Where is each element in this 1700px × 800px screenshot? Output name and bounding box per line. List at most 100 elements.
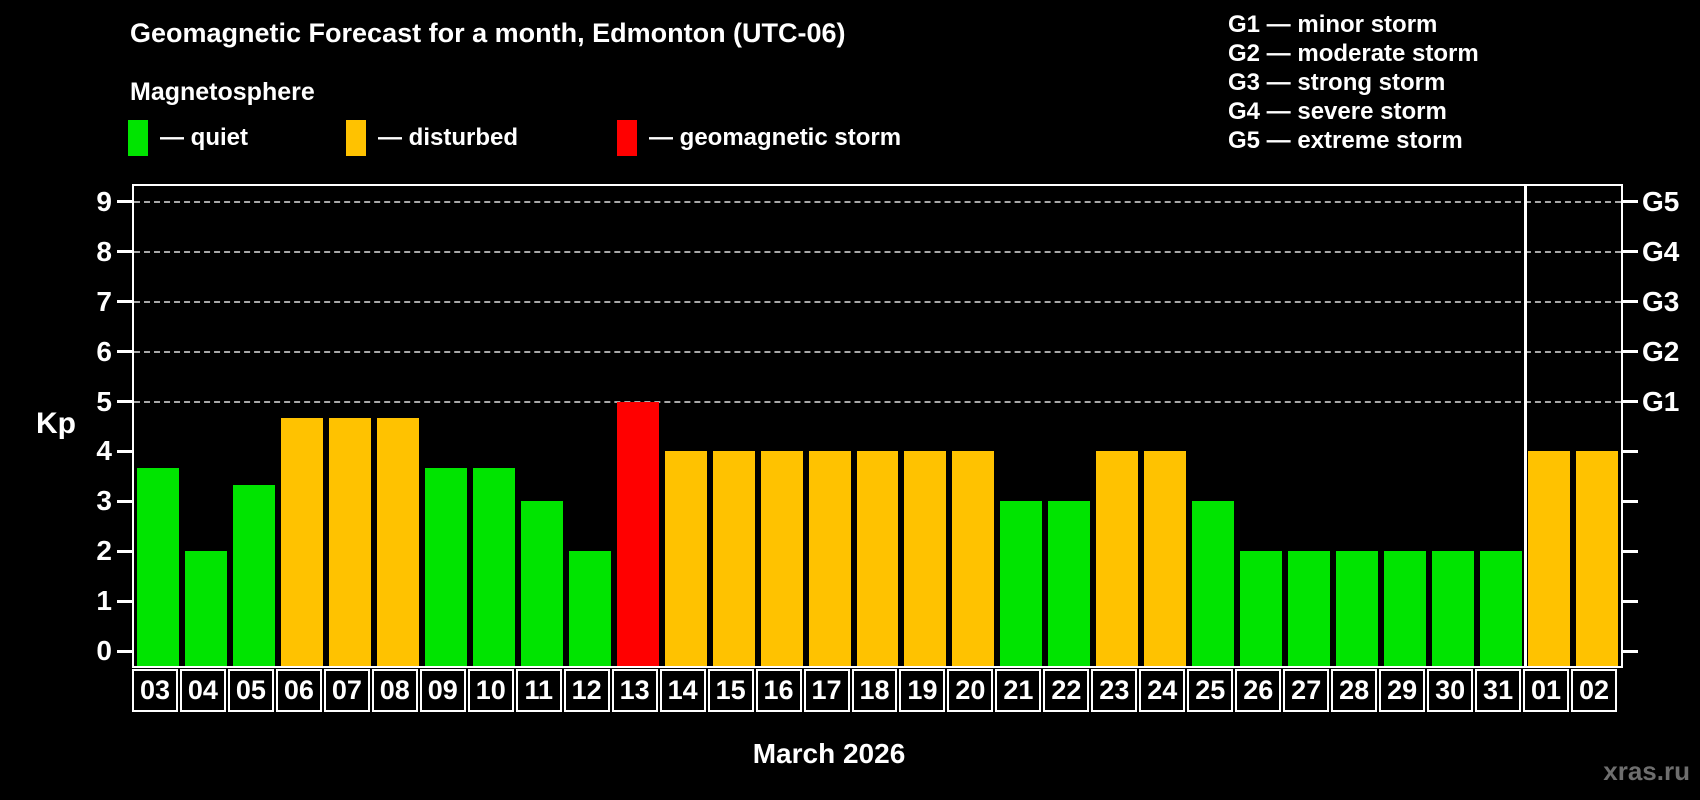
- date-label-05: 05: [227, 669, 274, 712]
- date-label-23: 23: [1091, 669, 1138, 712]
- y-tick-left-8: [117, 250, 132, 254]
- bar-day-16: [760, 451, 803, 666]
- gridline-g3: [134, 300, 1621, 303]
- bar-day-05: [232, 484, 275, 666]
- gridline-g2: [134, 350, 1621, 353]
- y-tick-label-2: 2: [96, 535, 112, 567]
- y-tick-right-9: [1623, 200, 1638, 204]
- date-label-01: 01: [1523, 669, 1570, 712]
- date-label-19: 19: [899, 669, 946, 712]
- date-label-09: 09: [419, 669, 466, 712]
- bar-day-18: [856, 451, 899, 666]
- y-tick-right-0: [1623, 649, 1638, 653]
- y-tick-left-9: [117, 200, 132, 204]
- legend-swatch-disturbed: [346, 120, 366, 156]
- y-tick-label-9: 9: [96, 185, 112, 217]
- bar-day-23: [1096, 451, 1139, 666]
- bar-day-02: [1576, 451, 1618, 666]
- date-label-12: 12: [563, 669, 610, 712]
- y-tick-left-0: [117, 649, 132, 653]
- y-tick-left-4: [117, 449, 132, 453]
- bar-day-31: [1480, 551, 1523, 666]
- gridline-g5: [134, 200, 1621, 203]
- date-label-17: 17: [803, 669, 850, 712]
- y-tick-label-1: 1: [96, 585, 112, 617]
- bar-day-24: [1144, 451, 1187, 666]
- y-tick-label-4: 4: [96, 435, 112, 467]
- y-tick-right-7: [1623, 300, 1638, 304]
- date-label-26: 26: [1235, 669, 1282, 712]
- x-axis-title: March 2026: [752, 738, 906, 769]
- bar-day-25: [1192, 501, 1235, 666]
- bar-day-27: [1288, 551, 1331, 666]
- bar-day-14: [664, 451, 707, 666]
- date-label-30: 30: [1427, 669, 1474, 712]
- date-label-06: 06: [275, 669, 322, 712]
- chart-title: Geomagnetic Forecast for a month, Edmont…: [130, 18, 846, 48]
- storm-scale-legend: G1 — minor storm G2 — moderate storm G3 — …: [1228, 10, 1479, 155]
- g-level-label-g5: G5: [1642, 185, 1680, 217]
- date-label-13: 13: [611, 669, 658, 712]
- plot-area: [132, 184, 1623, 668]
- month-boundary-line: [1523, 186, 1527, 666]
- y-tick-right-5: [1623, 400, 1638, 403]
- y-tick-label-0: 0: [96, 635, 112, 666]
- legend-item-quiet: — quiet: [128, 118, 248, 158]
- date-label-22: 22: [1043, 669, 1090, 712]
- bar-day-08: [376, 417, 419, 666]
- g-level-label-g1: G1: [1642, 385, 1680, 417]
- date-label-25: 25: [1187, 669, 1234, 712]
- date-label-28: 28: [1331, 669, 1378, 712]
- y-tick-label-6: 6: [96, 335, 112, 367]
- bar-day-10: [472, 467, 515, 666]
- y-tick-right-2: [1623, 549, 1638, 553]
- legend-item-storm: — geomagnetic storm: [617, 118, 901, 158]
- y-tick-right-1: [1623, 599, 1638, 603]
- storm-scale-line-g2: G2 — moderate storm: [1228, 40, 1479, 67]
- bar-day-04: [184, 551, 227, 666]
- bar-day-21: [1000, 501, 1043, 666]
- g-level-label-g3: G3: [1642, 285, 1680, 317]
- bar-day-11: [520, 501, 563, 666]
- y-tick-left-2: [117, 549, 132, 553]
- date-label-02: 02: [1571, 669, 1617, 712]
- storm-scale-line-g1: G1 — minor storm: [1228, 11, 1438, 38]
- bar-day-12: [568, 551, 611, 666]
- y-tick-right-8: [1623, 250, 1638, 254]
- watermark: xras.ru: [1603, 756, 1690, 786]
- gridline-g1: [134, 400, 1621, 403]
- g-level-label-g4: G4: [1642, 235, 1680, 267]
- date-label-20: 20: [947, 669, 994, 712]
- legend-label-storm: — geomagnetic storm: [649, 124, 902, 151]
- y-tick-left-3: [117, 499, 132, 503]
- date-label-11: 11: [515, 669, 562, 712]
- y-tick-left-5: [117, 400, 132, 403]
- bar-day-30: [1432, 551, 1475, 666]
- legend-label-quiet: — quiet: [160, 124, 248, 151]
- y-tick-right-6: [1623, 350, 1638, 354]
- legend-item-disturbed: — disturbed: [346, 118, 518, 158]
- date-label-29: 29: [1379, 669, 1426, 712]
- date-label-21: 21: [995, 669, 1042, 712]
- magnetosphere-legend: — quiet — disturbed — geomagnetic storm: [0, 118, 1100, 158]
- y-tick-right-4: [1623, 449, 1638, 453]
- bar-day-28: [1336, 551, 1379, 666]
- bar-day-01: [1528, 451, 1571, 666]
- date-label-03: 03: [132, 669, 178, 712]
- bar-day-06: [280, 417, 323, 666]
- bar-day-17: [808, 451, 851, 666]
- storm-scale-line-g5: G5 — extreme storm: [1228, 127, 1463, 154]
- storm-scale-line-g3: G3 — strong storm: [1228, 69, 1446, 96]
- y-tick-left-6: [117, 350, 132, 354]
- y-tick-label-5: 5: [96, 385, 112, 417]
- date-label-10: 10: [467, 669, 514, 712]
- date-label-07: 07: [323, 669, 370, 712]
- y-tick-label-3: 3: [96, 485, 112, 517]
- bar-day-07: [328, 417, 371, 666]
- y-tick-label-8: 8: [96, 235, 112, 267]
- bar-day-22: [1048, 501, 1091, 666]
- date-label-08: 08: [371, 669, 418, 712]
- bar-day-29: [1384, 551, 1427, 666]
- y-tick-label-7: 7: [96, 285, 112, 317]
